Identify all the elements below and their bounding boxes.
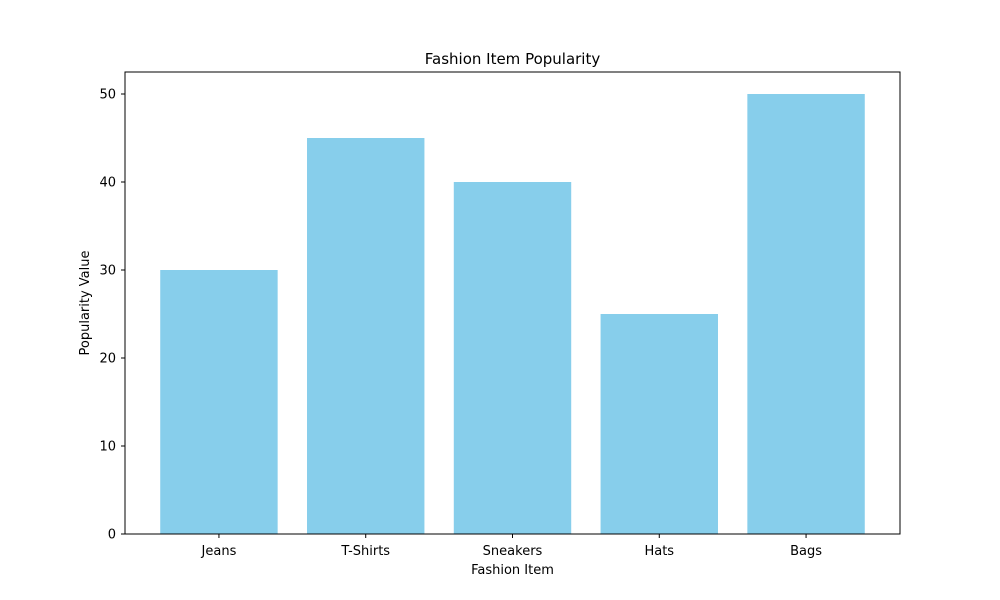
y-tick-label: 0: [108, 528, 116, 543]
y-tick-label: 20: [99, 352, 116, 367]
plot-frame: [124, 71, 901, 535]
bar-t-shirts: [307, 138, 425, 534]
y-tick-label: 10: [99, 440, 116, 455]
bar-bags: [747, 94, 865, 534]
x-axis-label: Fashion Item: [471, 563, 554, 578]
x-tick-label: Sneakers: [483, 544, 543, 559]
bar-hats: [600, 314, 718, 534]
chart-title: Fashion Item Popularity: [425, 50, 601, 68]
bars-layer: [160, 94, 865, 534]
y-tick-label: 50: [99, 88, 116, 103]
y-axis-label: Popularity Value: [78, 251, 93, 356]
x-tick-label: Jeans: [201, 544, 237, 559]
y-tick-label: 30: [99, 264, 116, 279]
x-axis-ticks: Jeans T-Shirts Sneakers Hats Bags: [201, 534, 822, 559]
bar-jeans: [160, 270, 278, 534]
x-tick-label: Hats: [644, 544, 674, 559]
y-tick-label: 40: [99, 176, 116, 191]
bar-sneakers: [453, 182, 572, 534]
y-axis-ticks: 0 10 20 30 40 50: [99, 88, 125, 543]
x-tick-label: Bags: [790, 544, 822, 559]
x-tick-label: T-Shirts: [340, 544, 390, 559]
